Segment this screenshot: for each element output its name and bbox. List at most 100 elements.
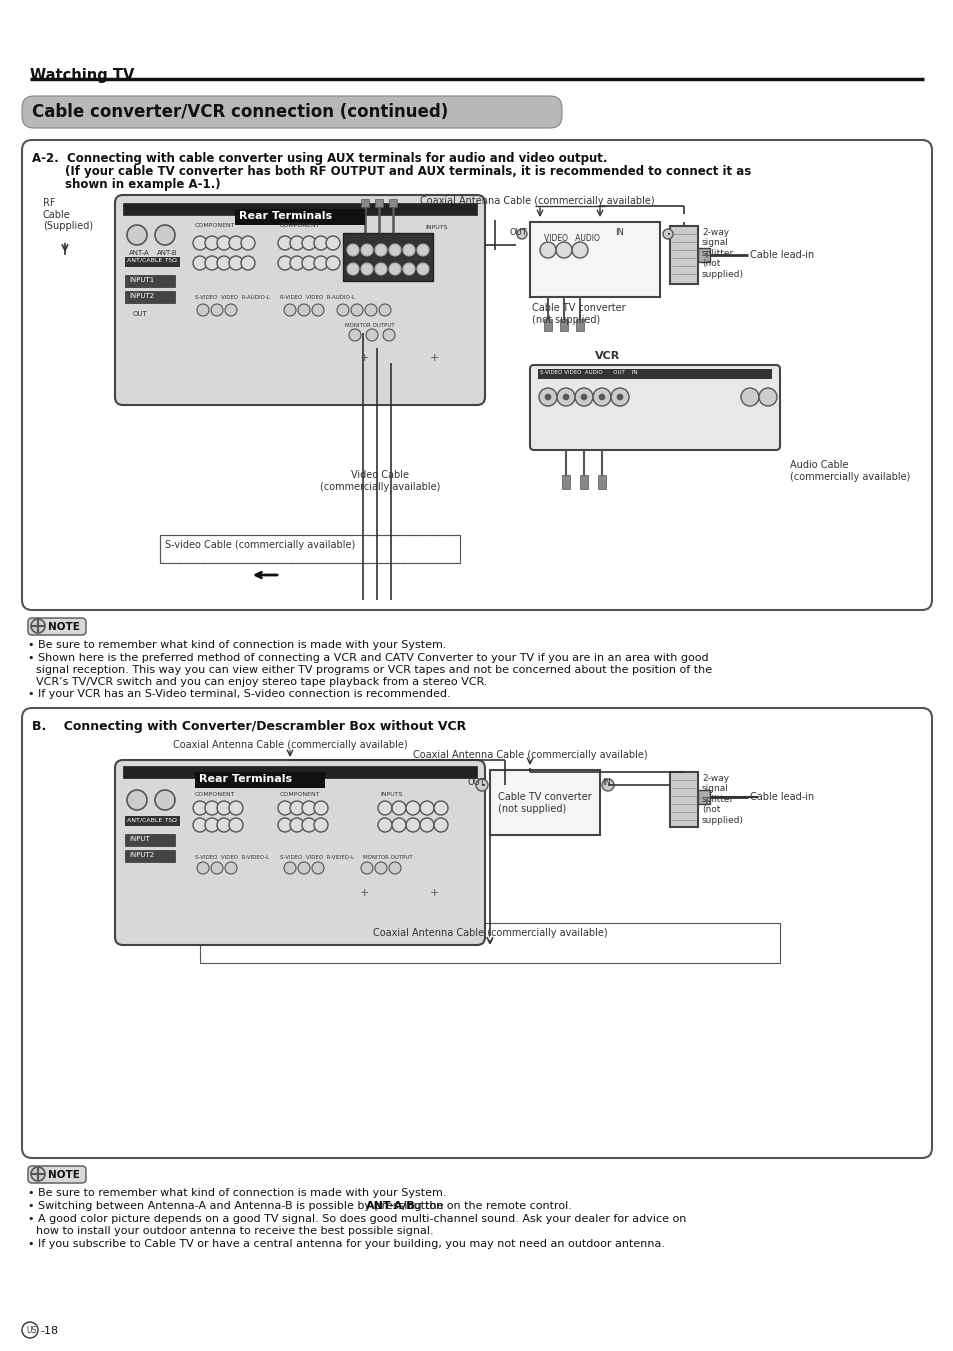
Bar bbox=[543, 319, 552, 331]
Bar bbox=[576, 319, 583, 331]
FancyBboxPatch shape bbox=[115, 761, 484, 944]
Text: • If your VCR has an S-Video terminal, S-video connection is recommended.: • If your VCR has an S-Video terminal, S… bbox=[28, 689, 450, 698]
FancyBboxPatch shape bbox=[22, 708, 931, 1158]
Circle shape bbox=[347, 263, 358, 276]
Text: COMPONENT: COMPONENT bbox=[280, 223, 320, 228]
Circle shape bbox=[377, 817, 392, 832]
Circle shape bbox=[205, 255, 219, 270]
Text: OUT: OUT bbox=[468, 778, 485, 788]
Circle shape bbox=[302, 255, 315, 270]
Circle shape bbox=[216, 801, 231, 815]
Text: INPUT2: INPUT2 bbox=[129, 293, 154, 299]
Circle shape bbox=[662, 230, 672, 239]
Circle shape bbox=[740, 388, 759, 407]
Circle shape bbox=[377, 801, 392, 815]
Bar bbox=[200, 923, 780, 963]
Circle shape bbox=[302, 236, 315, 250]
Circle shape bbox=[277, 255, 292, 270]
Text: Cable TV converter
(not supplied): Cable TV converter (not supplied) bbox=[497, 792, 591, 813]
Circle shape bbox=[277, 236, 292, 250]
Circle shape bbox=[193, 236, 207, 250]
Circle shape bbox=[284, 862, 295, 874]
Circle shape bbox=[419, 801, 434, 815]
Circle shape bbox=[416, 245, 429, 255]
Text: (If your cable TV converter has both RF OUTPUT and AUX terminals, it is recommen: (If your cable TV converter has both RF … bbox=[32, 165, 750, 178]
Circle shape bbox=[196, 862, 209, 874]
Bar bbox=[598, 476, 605, 489]
Text: • Switching between Antenna-A and Antenna-B is possible by pressing the: • Switching between Antenna-A and Antenn… bbox=[28, 1201, 447, 1210]
Circle shape bbox=[517, 230, 526, 239]
Text: Rear Terminals: Rear Terminals bbox=[239, 211, 332, 222]
Circle shape bbox=[580, 394, 586, 400]
Bar bbox=[125, 850, 174, 862]
Circle shape bbox=[434, 817, 448, 832]
Circle shape bbox=[205, 801, 219, 815]
Text: INPUTS: INPUTS bbox=[424, 226, 447, 230]
Circle shape bbox=[406, 817, 419, 832]
Bar bbox=[698, 249, 709, 262]
Bar bbox=[579, 476, 587, 489]
Bar bbox=[125, 816, 180, 825]
Circle shape bbox=[326, 236, 339, 250]
Circle shape bbox=[598, 394, 604, 400]
Circle shape bbox=[402, 263, 415, 276]
Circle shape bbox=[375, 263, 387, 276]
Circle shape bbox=[392, 801, 406, 815]
Circle shape bbox=[284, 304, 295, 316]
Circle shape bbox=[389, 862, 400, 874]
Circle shape bbox=[556, 242, 572, 258]
Text: ANT-A/B: ANT-A/B bbox=[366, 1201, 416, 1210]
Circle shape bbox=[360, 263, 373, 276]
Circle shape bbox=[290, 801, 304, 815]
Circle shape bbox=[205, 236, 219, 250]
Text: +: + bbox=[359, 353, 369, 363]
Circle shape bbox=[290, 817, 304, 832]
Circle shape bbox=[617, 394, 622, 400]
Circle shape bbox=[193, 801, 207, 815]
Circle shape bbox=[193, 817, 207, 832]
FancyBboxPatch shape bbox=[28, 617, 86, 635]
Bar bbox=[123, 203, 476, 215]
Text: • Be sure to remember what kind of connection is made with your System.: • Be sure to remember what kind of conne… bbox=[28, 640, 446, 650]
Text: INPUTS: INPUTS bbox=[379, 792, 402, 797]
Circle shape bbox=[302, 817, 315, 832]
Text: +: + bbox=[430, 888, 439, 898]
Bar bbox=[537, 369, 771, 380]
Text: OUT: OUT bbox=[132, 311, 148, 317]
Text: COMPONENT: COMPONENT bbox=[194, 223, 235, 228]
Circle shape bbox=[216, 255, 231, 270]
Text: US: US bbox=[26, 1325, 36, 1335]
Text: S-VIDEO  VIDEO  R-AUDIO-L: S-VIDEO VIDEO R-AUDIO-L bbox=[194, 295, 270, 300]
Circle shape bbox=[312, 862, 324, 874]
Text: Video Cable
(commercially available): Video Cable (commercially available) bbox=[319, 470, 439, 492]
Text: Audio Cable
(commercially available): Audio Cable (commercially available) bbox=[789, 459, 909, 481]
Text: IN: IN bbox=[601, 778, 610, 788]
Circle shape bbox=[575, 388, 593, 407]
Bar bbox=[561, 476, 569, 489]
FancyBboxPatch shape bbox=[22, 96, 561, 128]
Circle shape bbox=[314, 801, 328, 815]
Bar bbox=[194, 771, 325, 788]
Circle shape bbox=[349, 330, 360, 340]
Circle shape bbox=[229, 801, 243, 815]
Text: Coaxial Antenna Cable (commercially available): Coaxial Antenna Cable (commercially avai… bbox=[172, 740, 407, 750]
Circle shape bbox=[205, 817, 219, 832]
Circle shape bbox=[392, 817, 406, 832]
Bar bbox=[234, 209, 365, 226]
Bar bbox=[490, 770, 599, 835]
Text: Cable lead-in: Cable lead-in bbox=[749, 792, 814, 802]
Text: shown in example A-1.): shown in example A-1.) bbox=[32, 178, 220, 190]
Circle shape bbox=[544, 394, 551, 400]
Text: 2-way
signal
splitter
(not
supplied): 2-way signal splitter (not supplied) bbox=[701, 228, 743, 278]
FancyBboxPatch shape bbox=[28, 1166, 86, 1183]
FancyBboxPatch shape bbox=[115, 195, 484, 405]
Bar bbox=[343, 232, 433, 281]
Circle shape bbox=[196, 304, 209, 316]
Text: NOTE: NOTE bbox=[48, 621, 80, 632]
Circle shape bbox=[312, 304, 324, 316]
Text: • If you subscribe to Cable TV or have a central antenna for your building, you : • If you subscribe to Cable TV or have a… bbox=[28, 1239, 664, 1250]
Text: MONITOR OUTPUT: MONITOR OUTPUT bbox=[345, 323, 395, 328]
Circle shape bbox=[30, 619, 45, 634]
Bar bbox=[559, 319, 567, 331]
Text: Coaxial Antenna Cable (commercially available): Coaxial Antenna Cable (commercially avai… bbox=[413, 750, 647, 761]
